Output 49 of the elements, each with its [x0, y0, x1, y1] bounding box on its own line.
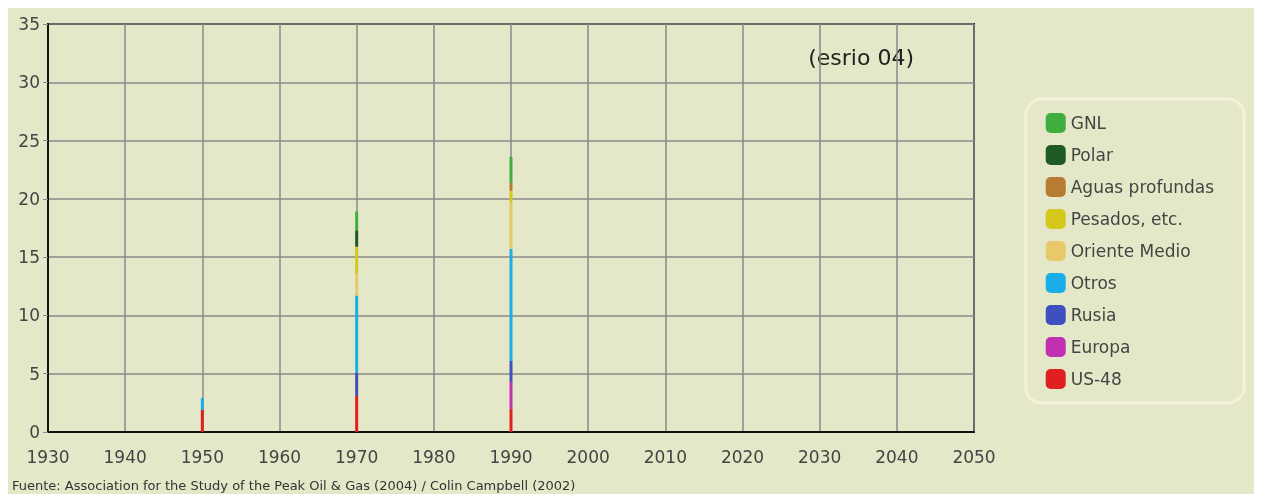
y-tick-label: 35 — [18, 14, 40, 34]
y-tick-label: 10 — [18, 305, 40, 326]
y-tick-label: 30 — [18, 72, 40, 93]
x-tick-label: 2050 — [952, 446, 996, 467]
bar — [509, 381, 513, 409]
legend-label: Oriente Medio — [1070, 241, 1191, 261]
source-note: Fuente: Association for the Study of the Peak Oil & Gas (2004) / Colin Campbell (2002) — [12, 478, 576, 493]
legend-label: Europa — [1070, 337, 1131, 357]
x-tick-label: 2000 — [566, 446, 610, 467]
x-tick-label: 2010 — [643, 446, 687, 467]
bar — [355, 211, 359, 231]
bar — [509, 182, 513, 191]
x-tick-label: 2040 — [875, 446, 919, 467]
bar — [509, 190, 513, 203]
x-tick-label: 2020 — [720, 446, 765, 467]
bar — [200, 409, 204, 432]
bar — [355, 295, 359, 373]
bar — [509, 156, 513, 183]
x-tick-label: 1990 — [489, 446, 533, 467]
x-tick-label: 1930 — [26, 446, 70, 467]
legend-label: Polar — [1070, 145, 1113, 165]
bar — [200, 398, 204, 410]
x-tick-label: 2030 — [798, 446, 842, 467]
y-tick-label: 0 — [29, 422, 40, 442]
y-tick-label: 15 — [18, 247, 40, 268]
legend-label: Rusia — [1070, 305, 1117, 325]
bar — [509, 202, 513, 249]
bar — [355, 372, 359, 396]
bar — [355, 395, 359, 432]
legend-label: Aguas profundas — [1070, 177, 1215, 197]
legend-label: Pesados, etc. — [1070, 209, 1183, 229]
y-tick-label: 25 — [18, 130, 40, 151]
annotation: (esrio 04) — [808, 44, 915, 70]
x-tick-label: 1960 — [257, 446, 302, 467]
x-tick-label: 1950 — [180, 446, 224, 467]
x-tick-label: 1940 — [103, 446, 147, 467]
bar — [355, 230, 359, 247]
bar — [355, 273, 359, 296]
bar — [509, 360, 513, 382]
x-tick-label: 1980 — [412, 446, 456, 467]
bar — [509, 248, 513, 361]
legend-label: Otros — [1070, 273, 1117, 293]
bar — [355, 246, 359, 274]
y-tick-label: 5 — [29, 363, 40, 384]
y-tick-label: 20 — [18, 188, 40, 209]
bar — [509, 408, 513, 432]
legend-label: GNL — [1070, 113, 1107, 133]
x-tick-label: 1970 — [335, 446, 379, 467]
legend-label: US-48 — [1070, 369, 1122, 389]
